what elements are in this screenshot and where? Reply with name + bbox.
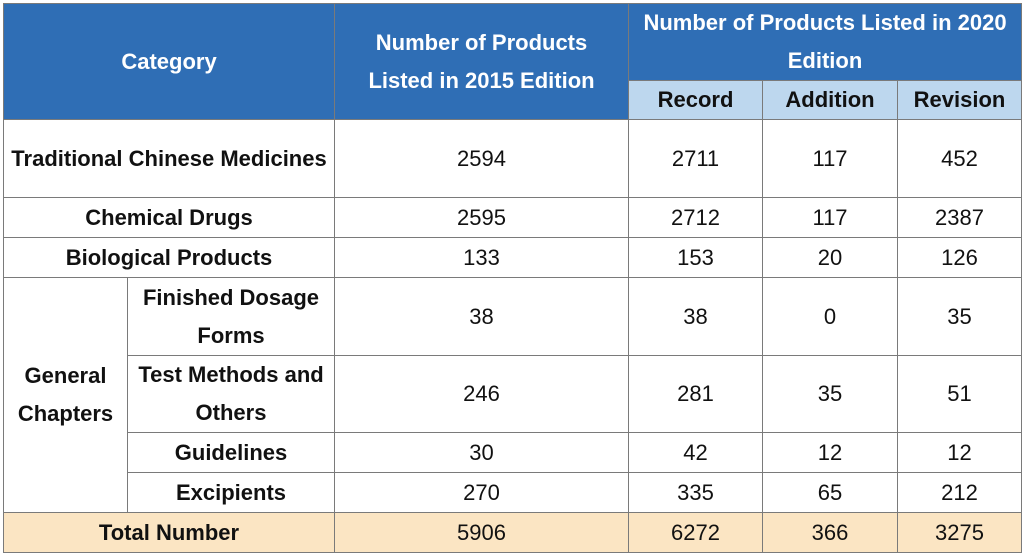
cell-revision: 126 [897,237,1023,278]
cell-2015: 270 [334,472,630,513]
cell-addition: 65 [762,472,899,513]
cell-addition: 117 [762,197,899,238]
total-revision: 3275 [897,512,1023,553]
row-label: Excipients [126,472,336,513]
cell-2015: 133 [334,237,630,278]
cell-revision: 51 [897,355,1023,433]
total-2015: 5906 [334,512,630,553]
cell-addition: 0 [762,277,899,356]
total-row: Total Number 5906 6272 366 3275 [2,512,1023,553]
table-row: Excipients 270 335 65 212 [4,472,1023,513]
row-label: Biological Products [2,237,336,278]
cell-record: 2712 [628,197,764,238]
cell-record: 335 [628,472,764,513]
header-row: Category Number of Products Listed in 20… [2,3,1023,120]
cell-revision: 452 [897,119,1023,198]
row-label: Chemical Drugs [2,197,336,238]
cell-revision: 2387 [897,197,1023,238]
addition-header: Addition [762,80,899,120]
revision-header: Revision [897,80,1023,120]
cell-addition: 117 [762,119,899,198]
table-row: Guidelines 30 42 12 12 [4,432,1023,473]
table-row: Chemical Drugs 2595 2712 117 2387 [2,197,1023,238]
general-chapters-label: General Chapters [3,277,128,513]
row-label: Traditional Chinese Medicines [2,119,336,198]
table-row: General Chapters Finished Dosage Forms 3… [3,277,1023,513]
listed-2015-header: Number of Products Listed in 2015 Editio… [334,3,630,120]
cell-addition: 12 [762,432,899,473]
record-header: Record [628,80,764,120]
total-record: 6272 [628,512,764,553]
cell-record: 42 [628,432,764,473]
cell-record: 38 [628,277,764,356]
cell-2015: 30 [334,432,630,473]
total-label: Total Number [2,512,336,553]
cell-revision: 35 [897,277,1023,356]
cell-revision: 212 [897,472,1023,513]
cell-2015: 2595 [334,197,630,238]
cell-addition: 35 [762,355,899,433]
cell-addition: 20 [762,237,899,278]
row-label: Finished Dosage Forms [126,277,336,356]
table-row: Biological Products 133 153 20 126 [2,237,1023,278]
cell-2015: 246 [334,355,630,433]
table-row: Test Methods and Others 246 281 35 51 [4,355,1023,433]
cell-record: 153 [628,237,764,278]
total-addition: 366 [762,512,899,553]
cell-record: 2711 [628,119,764,198]
category-header: Category [2,3,336,120]
cell-revision: 12 [897,432,1023,473]
cell-2015: 2594 [334,119,630,198]
cell-record: 281 [628,355,764,433]
table-row: Traditional Chinese Medicines 2594 2711 … [2,119,1023,198]
row-label: Test Methods and Others [126,355,336,433]
cell-2015: 38 [334,277,630,356]
listed-2020-header: Number of Products Listed in 2020 Editio… [628,3,1023,81]
products-table: Category Number of Products Listed in 20… [2,3,1023,553]
row-label: Guidelines [126,432,336,473]
subheader-row: Record Addition Revision [4,80,1023,120]
